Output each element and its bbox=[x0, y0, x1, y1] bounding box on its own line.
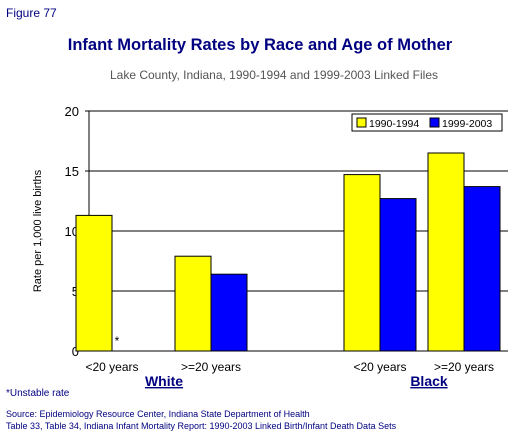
group-label-black: Black bbox=[410, 373, 448, 389]
source-line-1: Source: Epidemiology Resource Center, In… bbox=[6, 409, 310, 419]
y-tick-label: 0 bbox=[72, 344, 79, 359]
legend-swatch-1990-1994 bbox=[356, 117, 367, 128]
x-tick-label: >=20 years bbox=[434, 360, 494, 374]
legend-swatch-1999-2003 bbox=[429, 117, 440, 128]
x-tick-label: <20 years bbox=[85, 360, 138, 374]
x-tick-label: <20 years bbox=[353, 360, 406, 374]
x-tick-label: >=20 years bbox=[181, 360, 241, 374]
footnote: *Unstable rate bbox=[6, 388, 70, 399]
bar-1990-1994-2 bbox=[343, 174, 381, 352]
legend-label-1990-1994: 1990-1994 bbox=[369, 118, 419, 130]
bar-1990-1994-1 bbox=[174, 255, 212, 352]
bar-1990-1994-0 bbox=[75, 214, 113, 352]
legend-box bbox=[351, 113, 503, 132]
y-tick-label: 5 bbox=[72, 284, 79, 299]
bar-1999-2003-2 bbox=[379, 198, 417, 352]
chart-title: Infant Mortality Rates by Race and Age o… bbox=[67, 36, 453, 54]
annotation-marker: * bbox=[115, 334, 120, 348]
bar-1990-1994-3 bbox=[427, 152, 465, 352]
group-label-white: White bbox=[145, 373, 183, 389]
legend-label-1999-2003: 1999-2003 bbox=[442, 118, 492, 130]
y-tick-label: 15 bbox=[65, 164, 79, 179]
chart-subtitle: Lake County, Indiana, 1990-1994 and 1999… bbox=[109, 68, 439, 82]
bar-1999-2003-3 bbox=[463, 186, 501, 352]
y-tick-label: 20 bbox=[65, 104, 79, 119]
source-line-2: Table 33, Table 34, Indiana Infant Morta… bbox=[6, 421, 397, 431]
y-tick-label: 10 bbox=[65, 224, 79, 239]
y-axis-label: Rate per 1,000 live births bbox=[32, 169, 44, 292]
bar-1999-2003-1 bbox=[210, 273, 248, 352]
figure-label: Figure 77 bbox=[6, 6, 57, 20]
